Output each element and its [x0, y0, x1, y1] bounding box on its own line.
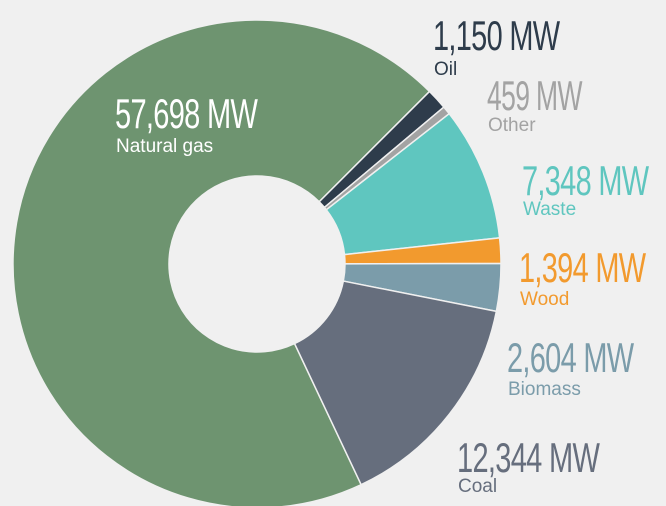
value-label: 1,150 MW	[433, 12, 560, 59]
donut-segment	[12, 19, 431, 506]
category-label: Coal	[458, 476, 497, 497]
category-label: Oil	[434, 59, 457, 80]
category-label: Wood	[520, 289, 569, 310]
category-label: Waste	[523, 199, 576, 220]
category-label: Other	[488, 115, 536, 136]
category-label: Natural gas	[116, 136, 213, 157]
value-label: 1,394 MW	[519, 244, 646, 291]
value-label: 12,344 MW	[457, 434, 600, 481]
value-label: 7,348 MW	[522, 157, 649, 204]
donut-segment	[293, 280, 498, 486]
value-label: 57,698 MW	[115, 90, 258, 137]
value-label: 2,604 MW	[507, 334, 634, 381]
value-label: 459 MW	[487, 72, 583, 119]
category-label: Biomass	[508, 379, 581, 400]
